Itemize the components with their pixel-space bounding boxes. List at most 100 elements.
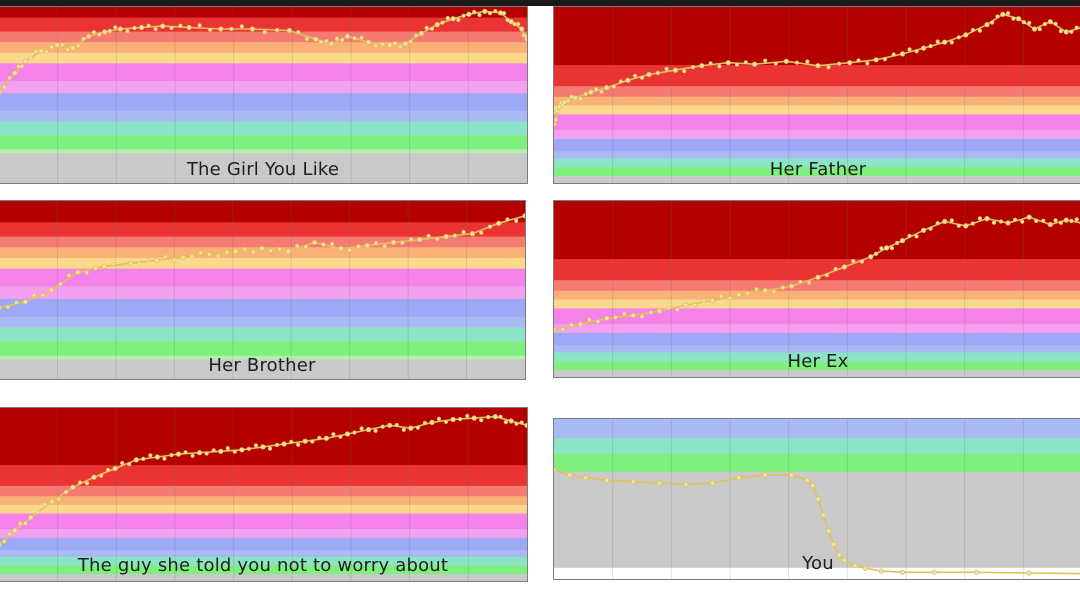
data-point-minor: [303, 244, 308, 249]
data-point-minor: [84, 481, 90, 486]
data-point-minor: [289, 439, 294, 444]
data-point-minor: [7, 531, 12, 537]
data-point-minor: [347, 247, 352, 253]
band-4: [0, 257, 525, 270]
data-point-minor: [435, 236, 440, 242]
data-point: [154, 257, 160, 263]
data-point-minor: [807, 280, 812, 285]
band-11: [0, 355, 525, 361]
data-point: [408, 425, 414, 431]
data-point-minor: [35, 510, 40, 515]
band-5: [0, 268, 525, 288]
data-point: [672, 67, 679, 73]
data-point-minor: [771, 289, 777, 294]
data-point-minor: [169, 25, 174, 31]
chart-brother-title: Her Brother: [208, 355, 316, 376]
data-point-minor: [995, 14, 1000, 19]
data-point-minor: [1021, 20, 1027, 25]
data-point-minor: [977, 28, 983, 33]
data-point-minor: [356, 244, 361, 249]
data-point-minor: [163, 254, 168, 259]
data-point-minor: [424, 25, 429, 31]
data-point: [868, 254, 874, 260]
data-point-minor: [98, 473, 104, 478]
data-point: [402, 41, 409, 47]
data-point-minor: [268, 248, 273, 253]
chart-brother-plot: [0, 201, 525, 379]
data-point: [1047, 221, 1053, 228]
data-point-minor: [56, 497, 61, 502]
band-7: [0, 298, 525, 318]
data-point: [54, 42, 60, 48]
data-point-minor: [805, 59, 810, 64]
data-point-minor: [566, 98, 571, 103]
data-point: [450, 416, 456, 423]
data-point-minor: [754, 287, 759, 292]
data-point: [804, 477, 810, 483]
data-point-minor: [359, 426, 364, 431]
band-group: [554, 7, 1080, 183]
data-point: [789, 283, 795, 289]
band-8: [0, 110, 527, 122]
data-point: [197, 450, 203, 456]
data-point-minor: [1011, 16, 1016, 21]
data-point-minor: [639, 75, 645, 80]
data-point: [942, 218, 948, 225]
data-point: [48, 287, 55, 293]
band-9: [0, 327, 525, 343]
data-point-minor: [229, 26, 234, 32]
band-12: [0, 153, 527, 174]
data-point-minor: [851, 258, 856, 264]
data-point: [1063, 217, 1069, 223]
data-point-minor: [408, 39, 413, 44]
data-point: [338, 245, 344, 252]
data-point-minor: [907, 47, 912, 52]
data-point: [709, 480, 715, 486]
band-4: [554, 299, 1080, 309]
data-point-minor: [31, 293, 37, 298]
data-point-minor: [239, 24, 244, 29]
data-point-minor: [692, 302, 697, 308]
band-4: [554, 567, 1080, 579]
data-point-minor: [794, 60, 799, 65]
grid-group: [57, 408, 469, 581]
band-10: [0, 135, 527, 151]
data-point: [496, 220, 502, 226]
chart-you-title: You: [802, 553, 834, 574]
data-point: [390, 239, 397, 246]
band-6: [0, 286, 525, 300]
data-point: [38, 48, 44, 54]
band-7: [554, 139, 1080, 152]
band-9: [0, 121, 527, 137]
band-1: [554, 259, 1080, 281]
band-7: [0, 537, 527, 551]
band-1: [0, 222, 525, 238]
band-4: [554, 105, 1080, 115]
data-point: [239, 447, 245, 453]
data-point-minor: [445, 16, 450, 21]
band-4: [0, 52, 527, 64]
data-point: [683, 302, 689, 308]
data-point-minor: [197, 23, 202, 28]
data-point-minor: [1058, 29, 1064, 34]
data-point-minor: [119, 264, 124, 269]
data-point: [175, 451, 182, 457]
data-point: [70, 45, 76, 51]
data-point: [683, 481, 689, 487]
data-point: [736, 292, 742, 298]
data-point-minor: [837, 61, 842, 66]
data-point: [820, 512, 826, 518]
data-point: [899, 237, 906, 244]
data-point-minor: [415, 425, 421, 430]
data-point-minor: [618, 79, 623, 84]
data-point-minor: [28, 55, 33, 60]
data-point: [286, 27, 292, 34]
data-point-minor: [595, 319, 601, 324]
data-point-minor: [928, 43, 933, 49]
data-point-minor: [949, 40, 954, 45]
data-point-minor: [145, 257, 151, 263]
data-point-minor: [479, 418, 484, 423]
band-3: [554, 290, 1080, 301]
data-point-minor: [304, 36, 310, 42]
data-point: [492, 414, 498, 420]
